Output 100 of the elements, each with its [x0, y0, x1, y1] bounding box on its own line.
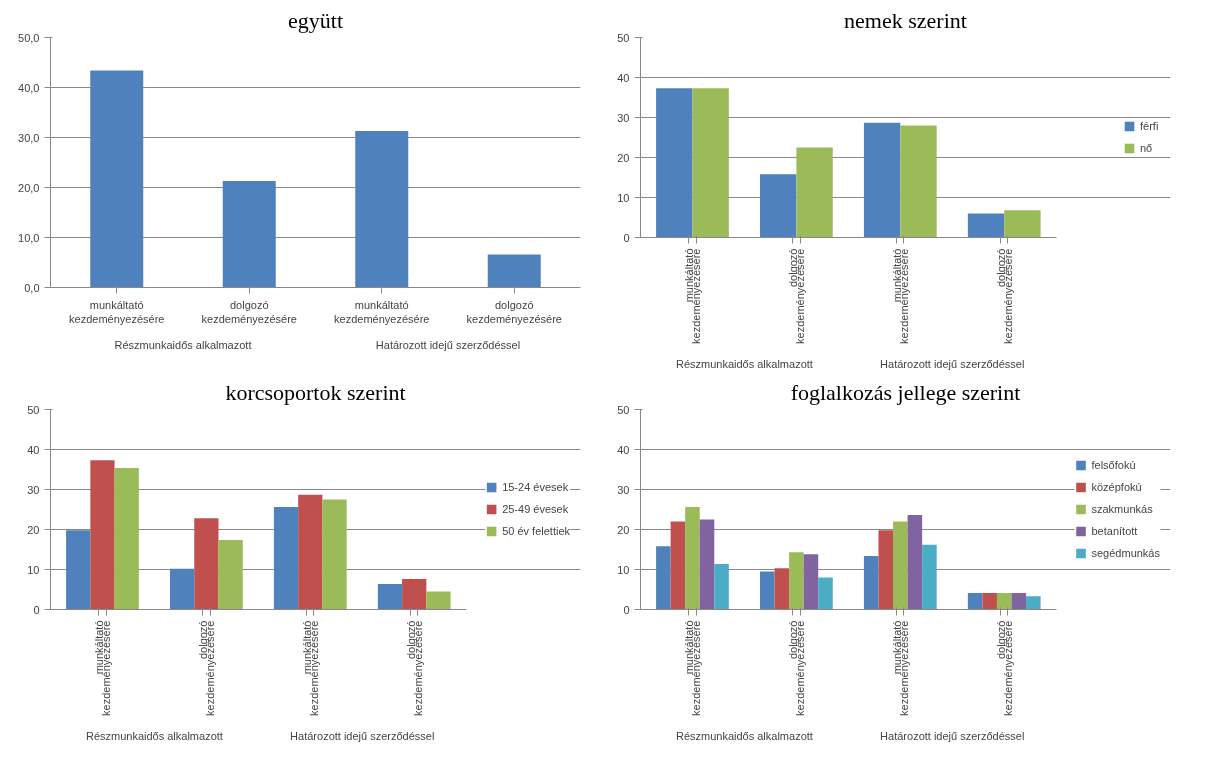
text: Határozott idejű szerződéssel — [375, 338, 521, 351]
bar — [760, 571, 775, 610]
y-tick-label: 30 — [617, 111, 630, 124]
bar — [1004, 210, 1041, 238]
y-tick-label: 40,0 — [18, 81, 40, 94]
x-tick-label: dolgozó kezdeményezésére — [994, 620, 1014, 716]
bar — [863, 555, 879, 610]
bar — [967, 213, 1005, 238]
bar — [967, 593, 983, 610]
text: Határozott idejű szerződéssel — [880, 729, 1025, 742]
y-tick-label: 0 — [623, 603, 630, 616]
bar — [818, 577, 833, 610]
bar — [114, 467, 139, 610]
x-tick-label: dolgozó kezdeményezésére — [201, 298, 297, 325]
x-tick-label: dolgozó kezdeményezésére — [994, 248, 1014, 344]
y-tick-label: 40 — [617, 443, 630, 456]
bar — [273, 507, 299, 610]
bar — [402, 579, 427, 610]
x-tick-label: dolgozó kezdeményezésére — [786, 248, 807, 344]
text: Részmunkaidős alkalmazott — [85, 729, 223, 742]
bar — [90, 460, 115, 610]
chart-title: korcsoportok szerint — [225, 379, 406, 405]
bar — [789, 552, 804, 610]
x-tick-label: dolgozó kezdeményezésére — [196, 620, 217, 716]
bar — [996, 593, 1012, 610]
y-tick-label: 20 — [27, 523, 40, 536]
bar — [194, 518, 219, 610]
y-tick-label: 10 — [27, 563, 40, 576]
bar — [222, 181, 276, 288]
legend-label: férfi — [1140, 120, 1160, 132]
y-tick-label: 30 — [617, 483, 630, 496]
legend-label: középfokú — [1091, 481, 1142, 493]
text: Határozott idejű szerződéssel — [290, 729, 435, 742]
y-tick-label: 40 — [617, 71, 630, 84]
x-tick-label: munkáltató kezdeményezésére — [334, 298, 430, 325]
y-tick-label: 20 — [617, 151, 630, 164]
chart-title: foglalkozás jellege szerint — [790, 379, 1021, 405]
x-tick-label: munkáltató kezdeményezésére — [682, 248, 703, 344]
y-tick-label: 0 — [623, 231, 630, 244]
bar — [900, 125, 937, 238]
bar — [426, 591, 451, 610]
bar — [982, 593, 997, 610]
y-tick-label: 20 — [617, 523, 630, 536]
bar — [670, 521, 686, 610]
x-tick-label: munkáltató kezdeményezésére — [300, 620, 320, 716]
bar — [878, 530, 894, 610]
chart-title: együtt — [288, 7, 344, 33]
bar — [90, 70, 144, 288]
x-tick-label: munkáltató kezdeményezésére — [69, 298, 165, 325]
bar — [298, 494, 323, 610]
y-tick-label: 30 — [27, 483, 40, 496]
legend-label: 25-49 évesek — [502, 503, 569, 515]
text: Határozott idejű szerződéssel — [880, 357, 1025, 370]
x-tick-label: dolgozó kezdeményezésére — [404, 620, 424, 716]
bar — [922, 544, 937, 610]
y-tick-label: 30,0 — [18, 131, 40, 144]
y-tick-label: 10 — [617, 191, 630, 204]
chart-title: nemek szerint — [844, 7, 967, 33]
legend-label: 15-24 évesek — [502, 481, 569, 493]
legend-label: felsőfokú — [1091, 459, 1136, 471]
text: Részmunkaidős alkalmazott — [675, 357, 813, 370]
bar — [487, 254, 541, 288]
x-tick-label: dolgozó kezdeményezésére — [466, 298, 562, 325]
y-tick-label: 50 — [617, 31, 630, 44]
bar — [893, 521, 908, 610]
x-tick-label: munkáltató kezdeményezésére — [682, 620, 703, 716]
bar — [714, 563, 729, 610]
y-tick-label: 20,0 — [18, 181, 40, 194]
bar — [1026, 596, 1041, 610]
legend-label: betanított — [1091, 525, 1138, 537]
bar — [760, 174, 797, 238]
bar — [699, 519, 715, 610]
bar — [170, 568, 195, 610]
bar — [66, 530, 91, 610]
y-tick-label: 50 — [27, 403, 40, 416]
bar — [692, 88, 729, 238]
legend-label: szakmunkás — [1091, 503, 1153, 515]
text: Részmunkaidős alkalmazott — [675, 729, 813, 742]
y-tick-label: 0 — [33, 603, 40, 616]
bar — [355, 131, 409, 288]
bar — [218, 539, 243, 610]
bar — [796, 147, 833, 238]
legend-label: 50 év felettiek — [502, 525, 570, 537]
bar — [863, 122, 901, 238]
y-tick-label: 50,0 — [18, 31, 40, 44]
y-tick-label: 40 — [27, 443, 40, 456]
x-tick-label: munkáltató kezdeményezésére — [92, 620, 113, 716]
bar — [656, 546, 671, 610]
legend-label: nő — [1140, 142, 1154, 154]
x-tick-label: munkáltató kezdeményezésére — [890, 248, 910, 344]
bar — [1011, 593, 1027, 610]
y-tick-label: 50 — [617, 403, 630, 416]
x-tick-label: munkáltató kezdeményezésére — [890, 620, 910, 716]
text: Részmunkaidős alkalmazott — [114, 338, 252, 351]
bar — [907, 515, 923, 610]
bar — [685, 507, 700, 610]
y-tick-label: 10,0 — [18, 231, 40, 244]
bar — [803, 554, 819, 610]
y-tick-label: 0,0 — [24, 281, 40, 294]
legend-label: segédmunkás — [1091, 547, 1160, 559]
